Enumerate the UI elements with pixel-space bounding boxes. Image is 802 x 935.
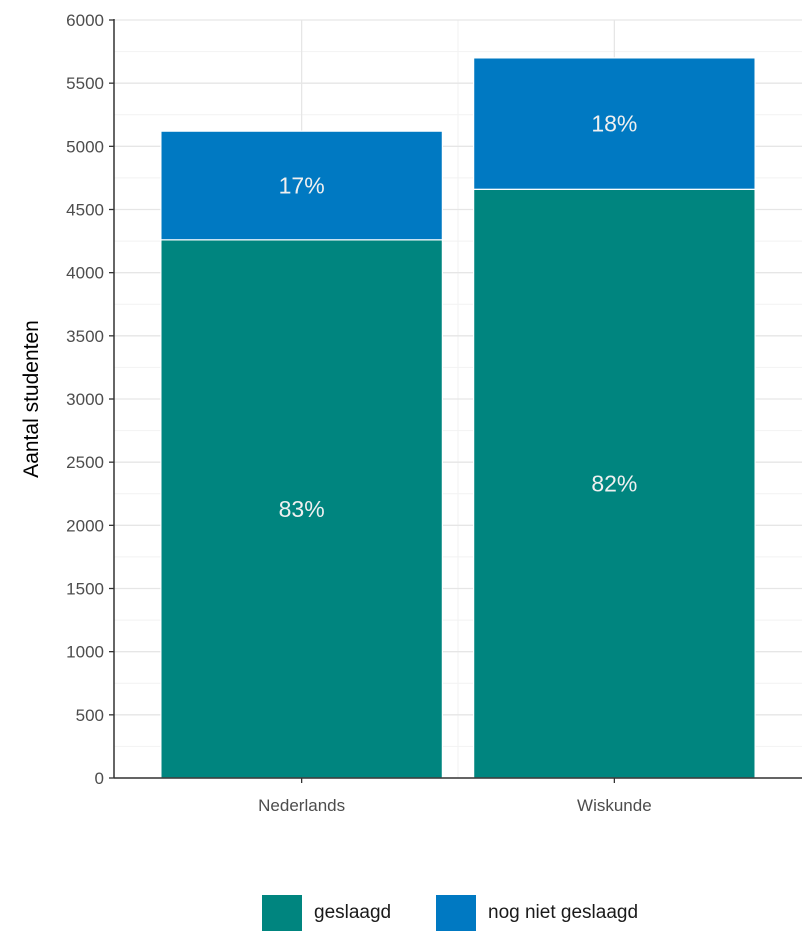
legend-swatch-geslaagd [262,895,302,931]
bar-nederlands-geslaagd [160,239,443,779]
x-tick-label: Nederlands [258,796,345,815]
bars [160,57,756,779]
bar-label-nederlands-nog-niet-geslaagd: 17% [279,172,325,198]
y-tick-label: 6000 [66,11,104,30]
bar-label-wiskunde-nog-niet-geslaagd: 18% [591,111,637,137]
legend-item-geslaagd: geslaagd [262,895,391,931]
legend-label-geslaagd: geslaagd [314,902,392,923]
y-tick-label: 5000 [66,137,104,156]
bar-wiskunde-nog-niet-geslaagd [473,57,756,190]
legend: geslaagd nog niet geslaagd [0,895,802,935]
bar-label-nederlands-geslaagd: 83% [279,496,325,522]
stacked-bar-chart: 83% 17% 82% 18% 0 500 1000 1500 2000 2500 3000 350… [20,11,802,815]
y-tick-label: 2000 [66,516,104,535]
y-tick-label: 1000 [66,643,104,662]
legend-item-nog-niet-geslaagd: nog niet geslaagd [436,895,638,931]
y-tick-label: 500 [76,706,104,725]
x-tick-label: Wiskunde [577,796,652,815]
y-tick-label: 3500 [66,327,104,346]
y-axis-title: Aantal studenten [20,320,43,478]
bar-wiskunde-geslaagd [473,188,756,779]
y-tick-label: 0 [95,769,104,788]
y-tick-label: 4000 [66,264,104,283]
y-tick-label: 4500 [66,201,104,220]
bar-labels: 83% 17% 82% 18% [279,111,638,522]
y-tick-label: 3000 [66,390,104,409]
y-tick-label: 5500 [66,74,104,93]
legend-label-nog-niet-geslaagd: nog niet geslaagd [488,902,639,923]
bar-nederlands-nog-niet-geslaagd [160,130,443,241]
x-axis-ticks: Nederlands Wiskunde [258,778,652,815]
legend-swatch-nog-niet-geslaagd [436,895,476,931]
y-tick-label: 2500 [66,453,104,472]
bar-label-wiskunde-geslaagd: 82% [591,471,637,497]
y-axis-ticks: 0 500 1000 1500 2000 2500 3000 3500 4000 4500 5000… [66,11,114,788]
y-tick-label: 1500 [66,580,104,599]
